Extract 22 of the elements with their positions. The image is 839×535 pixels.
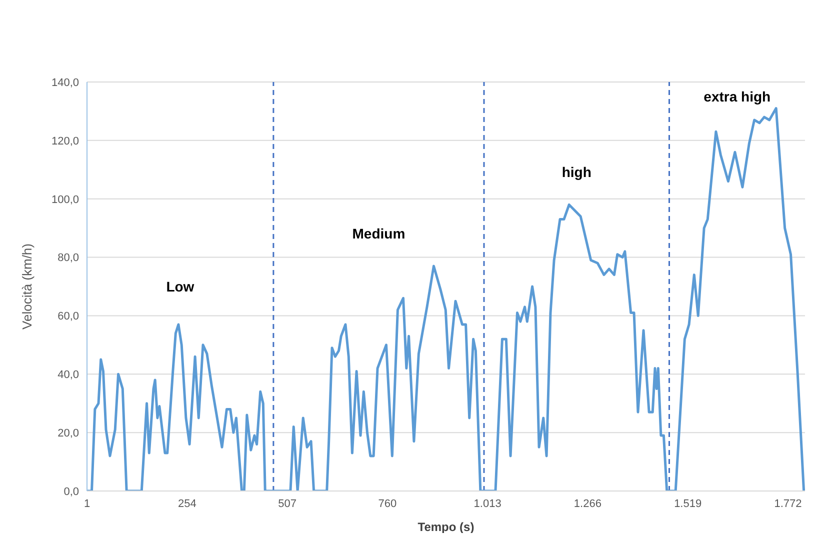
annotation: Medium (352, 225, 406, 242)
y-tick-label: 100,0 (51, 194, 79, 206)
y-axis-title: Velocità (km/h) (20, 244, 35, 330)
annotation: Low (166, 278, 194, 294)
line-series (87, 107, 805, 491)
x-tick-label: 1.013 (474, 498, 502, 510)
y-tick-label: 0,0 (64, 486, 79, 498)
x-tick-label: 1.772 (774, 498, 802, 510)
y-tick-label: 60,0 (58, 310, 79, 323)
y-tick-label: 40,0 (58, 369, 79, 382)
x-tick-label: 1.266 (574, 498, 602, 510)
y-tick-label: 140,0 (51, 76, 79, 89)
annotation: high (562, 164, 592, 180)
y-tick-label: 80,0 (58, 252, 79, 264)
x-tick-label: 507 (278, 498, 296, 510)
x-tick-label: 1.519 (674, 498, 702, 510)
x-tick-label: 254 (178, 498, 196, 510)
x-tick-label: 1 (84, 498, 90, 510)
annotation: extra high (704, 88, 771, 104)
x-tick-label: 760 (378, 498, 397, 510)
y-tick-label: 20,0 (58, 427, 79, 440)
y-tick-label: 120,0 (51, 135, 79, 148)
